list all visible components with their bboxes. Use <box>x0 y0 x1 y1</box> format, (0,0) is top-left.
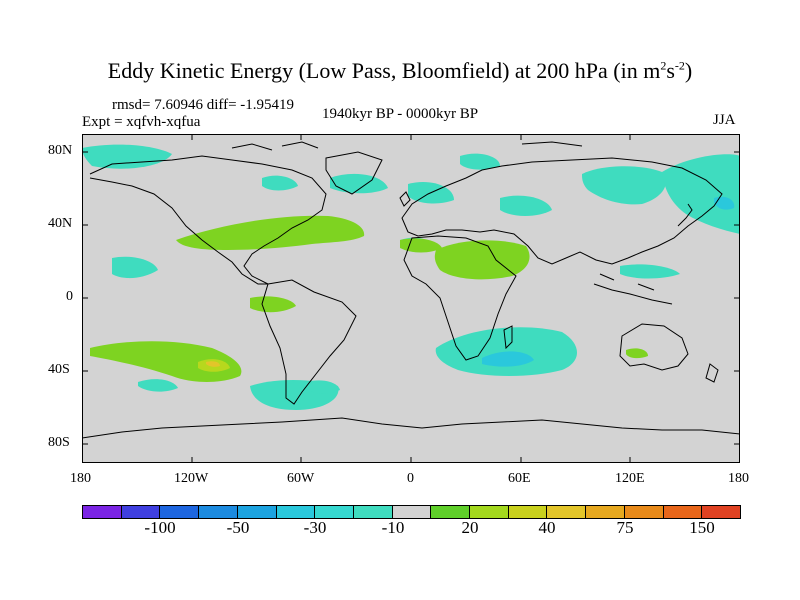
lat-tick-label: 80N <box>48 143 73 158</box>
neg-region-arctic-america <box>262 175 298 191</box>
colorbar-label: 75 <box>616 518 634 537</box>
colorbar-swatch <box>585 505 625 519</box>
map-title: Eddy Kinetic Energy (Low Pass, Bloomfiel… <box>107 58 693 83</box>
stats-label: rmsd= 7.60946 diff= -1.95419 <box>112 97 295 113</box>
pos-region-south-pacific <box>90 341 242 382</box>
lat-tick-label: 40S <box>48 362 70 377</box>
neg-region-siberia <box>582 166 666 205</box>
neg-region-southern-indian-strong <box>482 351 534 367</box>
pos-region-caribbean <box>250 296 296 313</box>
experiment-label: Expt = xqfvh-xqfua <box>82 114 201 130</box>
uk-coast <box>399 191 411 207</box>
colorbar-swatch <box>507 505 548 519</box>
greenland-coast <box>325 151 383 195</box>
colorbar-swatch <box>662 505 703 519</box>
map-border <box>82 134 740 463</box>
map-panel <box>82 134 740 463</box>
lat-tick-label: 40N <box>48 216 73 231</box>
neg-region-south-pacific-east <box>306 380 340 394</box>
lon-tick-label: 120E <box>615 471 645 486</box>
lon-tick-label: 60E <box>508 471 531 486</box>
lon-tick-label: 180 <box>70 471 91 486</box>
neg-region-north-atlantic <box>330 173 388 194</box>
pos-region-south-pacific-peak <box>206 361 220 367</box>
pos-region-north-atlantic <box>176 215 365 250</box>
season-label: JJA <box>713 112 736 128</box>
lon-tick-label: 180 <box>728 471 749 486</box>
colorbar-swatch <box>701 505 741 519</box>
europe-asia-coast <box>401 157 723 265</box>
australia-coast <box>619 323 689 371</box>
neg-region-russia <box>500 195 552 216</box>
colorbar-swatch <box>159 505 200 519</box>
pos-region-arabia <box>434 240 530 280</box>
pos-region-australia <box>626 348 648 359</box>
colorbar-swatch <box>430 505 471 519</box>
antarctica-coast <box>82 417 740 439</box>
japan-coast <box>677 203 693 227</box>
colorbar-label: 150 <box>689 518 715 537</box>
colorbar-label: 20 <box>461 518 479 537</box>
colorbar-label: -100 <box>144 518 176 537</box>
colorbar-swatch <box>236 505 277 519</box>
colorbar-swatch <box>469 505 509 519</box>
colorbar-label: -30 <box>303 518 327 537</box>
coastlines <box>82 141 740 439</box>
indonesia-coast <box>593 273 673 305</box>
colorbar-label: 40 <box>538 518 556 537</box>
neg-region-north-pacific <box>82 144 172 169</box>
lat-tick-label: 80S <box>48 435 70 450</box>
colorbar-swatch <box>352 505 393 519</box>
lon-tick-label: 0 <box>407 471 414 486</box>
africa-coast <box>403 235 517 361</box>
new-zealand-coast <box>705 363 719 383</box>
neg-region-south-pacific <box>138 379 178 392</box>
colorbar-swatch <box>314 505 354 519</box>
colorbar-swatch <box>391 505 432 519</box>
colorbar-label: -10 <box>381 518 405 537</box>
neg-region-indian-ocean <box>620 264 680 279</box>
south-america-coast <box>261 279 357 405</box>
neg-region-far-east-strong <box>714 196 735 210</box>
arctic-islands <box>231 141 583 151</box>
colorbar-swatch <box>546 505 587 519</box>
anomaly-fields <box>82 144 740 410</box>
colorbar-swatch <box>198 505 238 519</box>
neg-region-north-pacific-east <box>662 154 740 234</box>
colorbar-swatch <box>275 505 316 519</box>
period-label: 1940kyr BP - 0000kyr BP <box>322 106 479 122</box>
north-america-coast <box>89 155 327 285</box>
colorbar-swatch <box>120 505 161 519</box>
colorbar-label: -50 <box>226 518 250 537</box>
neg-region-greenland <box>460 153 500 170</box>
colorbar-swatch <box>623 505 664 519</box>
lon-tick-label: 120W <box>174 471 209 486</box>
madagascar-coast <box>503 325 513 350</box>
lat-tick-label: 0 <box>66 289 73 304</box>
colorbar-swatch <box>82 505 122 519</box>
lon-tick-label: 60W <box>287 471 315 486</box>
neg-region-east-pacific <box>112 256 158 279</box>
colorbar <box>82 505 741 519</box>
